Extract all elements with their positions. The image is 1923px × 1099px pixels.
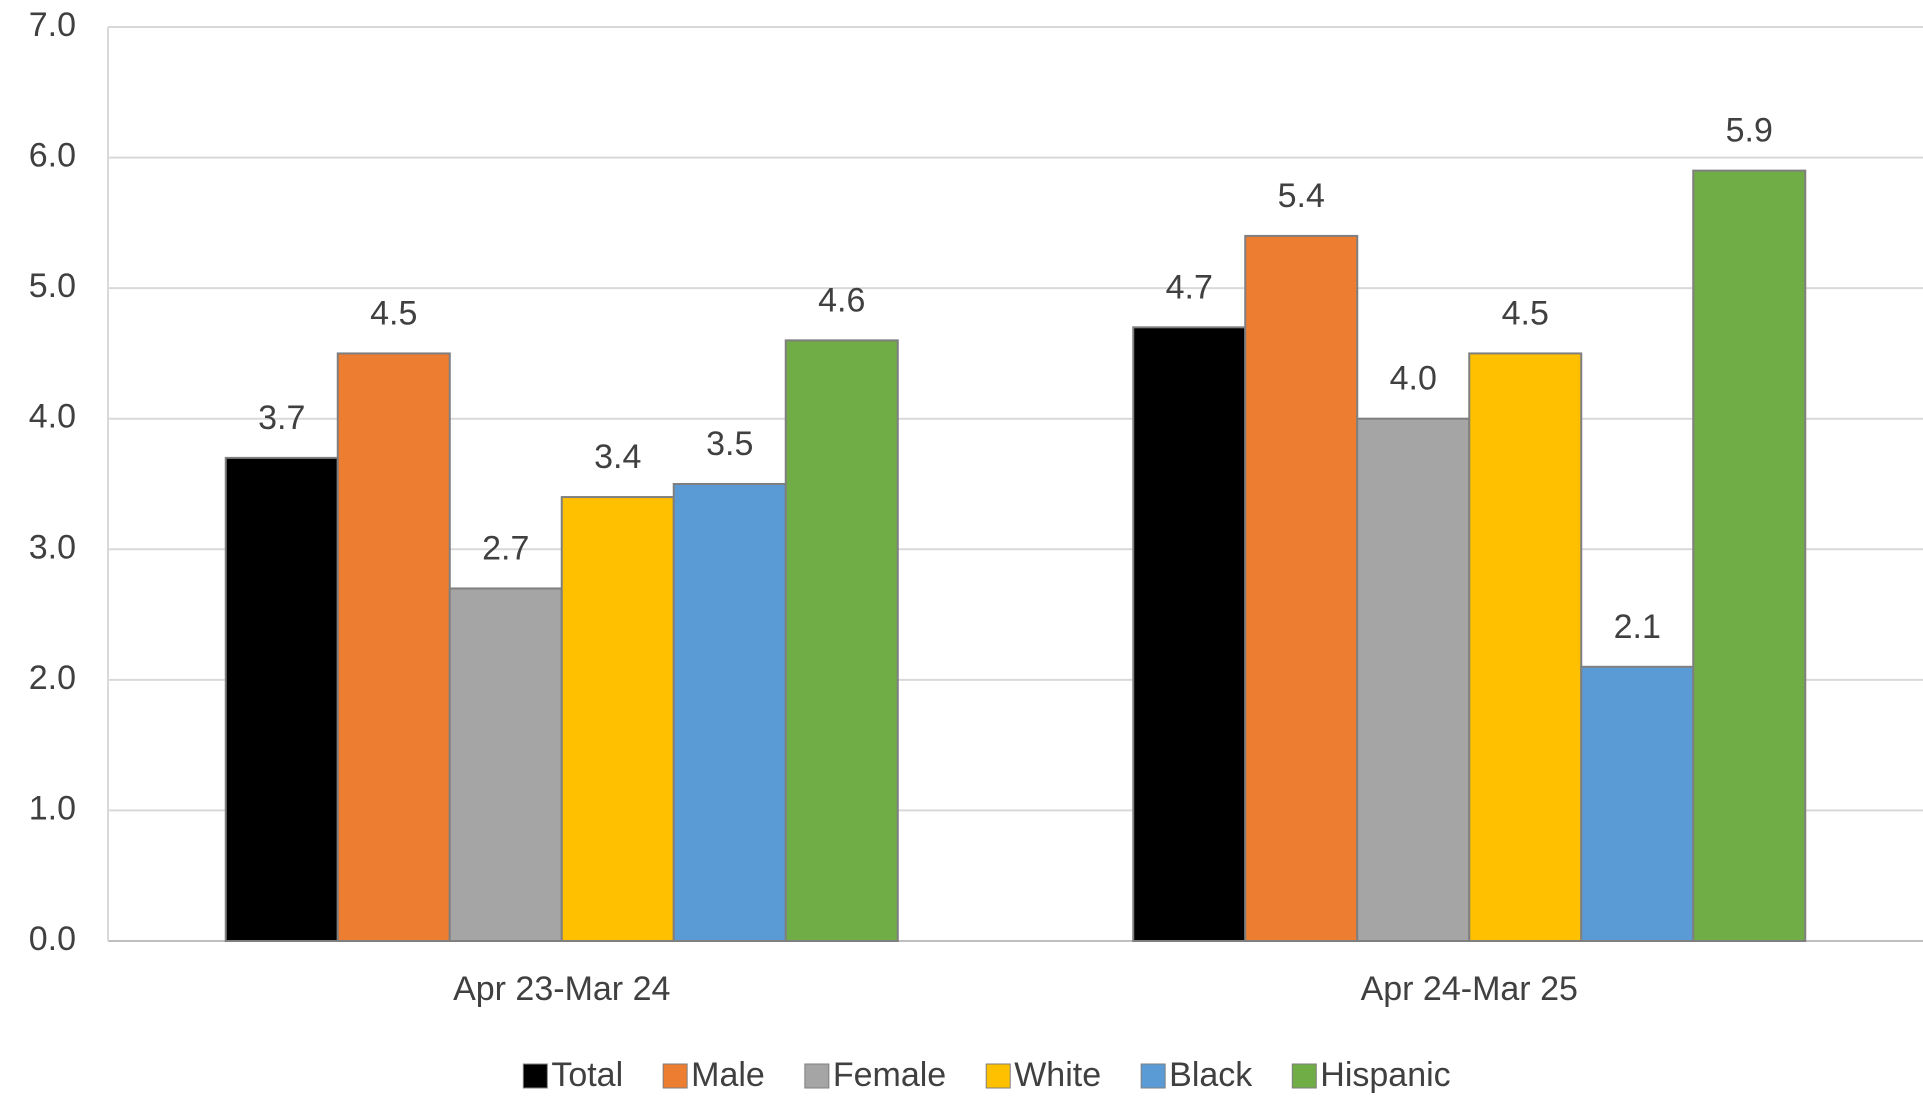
y-tick-label: 2.0 [29, 659, 76, 697]
legend-swatch [522, 1063, 548, 1089]
data-label: 5.9 [1726, 112, 1773, 150]
y-tick-label: 5.0 [29, 267, 76, 305]
bar [1692, 169, 1807, 942]
legend-label: Hispanic [1320, 1056, 1450, 1094]
y-tick-label: 0.0 [29, 920, 76, 958]
y-tick-label: 4.0 [29, 398, 76, 436]
data-label: 4.7 [1166, 268, 1213, 306]
bar [336, 352, 451, 942]
data-label: 4.6 [818, 281, 865, 319]
data-label: 2.1 [1614, 608, 1661, 646]
y-tick-label: 6.0 [29, 137, 76, 175]
legend-label: Male [691, 1056, 765, 1094]
legend-swatch [985, 1063, 1011, 1089]
bar [1132, 326, 1247, 943]
bar [1468, 352, 1583, 942]
legend-swatch [804, 1063, 830, 1089]
x-tick-label: Apr 24-Mar 25 [1361, 970, 1578, 1008]
data-label: 2.7 [482, 529, 529, 567]
data-label: 3.5 [706, 425, 753, 463]
data-label: 4.0 [1390, 360, 1437, 398]
data-label: 5.4 [1278, 177, 1325, 215]
data-label: 3.7 [258, 399, 305, 437]
y-tick-label: 1.0 [29, 789, 76, 827]
bar [1244, 234, 1359, 942]
legend-label: White [1014, 1056, 1101, 1094]
bar [1580, 665, 1695, 942]
y-tick-label: 7.0 [29, 6, 76, 44]
bar [1356, 417, 1471, 942]
data-label: 4.5 [1502, 294, 1549, 332]
legend-label: Total [551, 1056, 623, 1094]
y-tick-label: 3.0 [29, 528, 76, 566]
data-label: 4.5 [370, 294, 417, 332]
x-tick-label: Apr 23-Mar 24 [453, 970, 670, 1008]
legend-label: Female [833, 1056, 946, 1094]
legend-swatch [1291, 1063, 1317, 1089]
bar [224, 456, 339, 942]
bar [784, 339, 899, 943]
bar [560, 496, 675, 942]
data-label: 3.4 [594, 438, 641, 476]
legend-label: Black [1169, 1056, 1253, 1094]
legend-swatch [662, 1063, 688, 1089]
legend-swatch [1140, 1063, 1166, 1089]
bar [448, 587, 563, 942]
bar [672, 483, 787, 942]
